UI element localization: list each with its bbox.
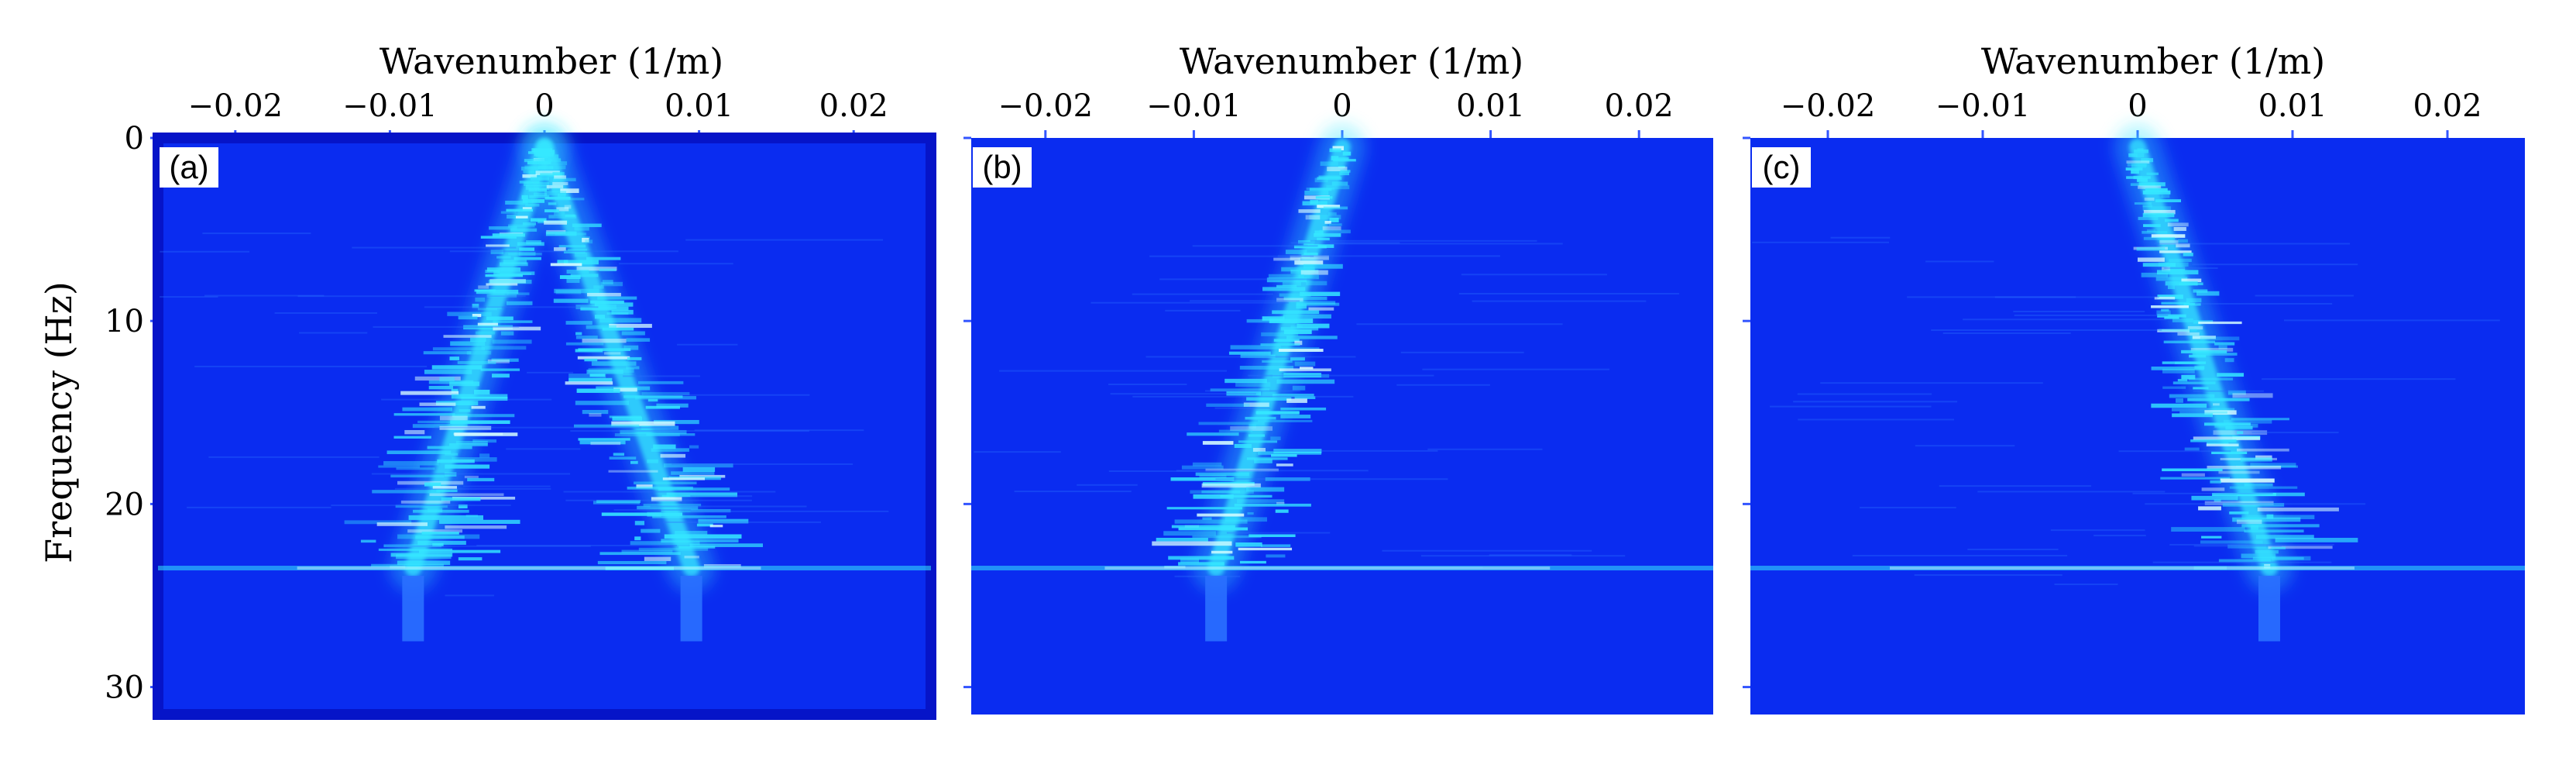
- x-tick-label-b-2: 0: [1332, 88, 1352, 124]
- x-tick-label-a-4: 0.02: [819, 88, 888, 124]
- panel-label-c: (c): [1763, 149, 1801, 185]
- x-tick-label-c-2: 0: [2128, 88, 2147, 124]
- y-ticks-c: [1743, 136, 1750, 689]
- trailing-mark-c-0: [2258, 576, 2280, 642]
- noise-lines-a: [160, 232, 889, 597]
- ridge-streaks-a-0: [344, 148, 559, 569]
- x-tick-label-a-0: −0.02: [188, 88, 283, 124]
- panel-label-box-c: [1752, 147, 1811, 188]
- y-tick-label-a-0: 0: [125, 121, 144, 157]
- x-axis-title-a: Wavenumber (1/m): [380, 40, 723, 82]
- x-ticks-a: −0.02 −0.01 0 0.01 0.02: [188, 88, 888, 138]
- x-tick-label-c-1: −0.01: [1935, 88, 2031, 124]
- x-tick-label-c-4: 0.02: [2413, 88, 2482, 124]
- x-ticks-b: −0.02 −0.01 0 0.01 0.02: [998, 88, 1674, 138]
- x-tick-label-b-1: −0.01: [1146, 88, 1242, 124]
- y-tick-label-a-2: 20: [105, 487, 144, 522]
- horizontal-line-b: [971, 566, 1713, 571]
- y-tick-label-a-1: 10: [105, 304, 144, 339]
- x-tick-label-a-2: 0: [534, 88, 554, 124]
- plot-background-c: [1750, 138, 2525, 715]
- ridge-streaks-c-0: [2125, 148, 2358, 570]
- x-axis-title-b: Wavenumber (1/m): [1180, 40, 1523, 82]
- x-tick-label-c-3: 0.01: [2258, 88, 2327, 124]
- panel-a: Wavenumber (1/m) −0.02 −0.01 0 0.01 0.02 0 10…: [105, 40, 936, 720]
- panel-label-box-a: [160, 147, 218, 188]
- x-tick-label-c-0: −0.02: [1781, 88, 1876, 124]
- y-ticks-b: [963, 136, 971, 689]
- panel-label-b: (b): [982, 149, 1022, 185]
- x-tick-label-b-0: −0.02: [998, 88, 1094, 124]
- trailing-mark-a-0: [402, 576, 424, 642]
- trailing-mark-a-1: [680, 576, 702, 642]
- horizontal-line-peak-c: [1890, 566, 2354, 570]
- trailing-mark-b-0: [1205, 576, 1228, 642]
- panel-label-a: (a): [169, 149, 208, 185]
- x-tick-label-a-1: −0.01: [342, 88, 438, 124]
- noise-lines-c: [1752, 236, 2500, 586]
- panel-label-box-b: [973, 147, 1032, 188]
- horizontal-line-a: [158, 566, 931, 571]
- ridge-core-c-0: [2129, 138, 2278, 577]
- horizontal-line-c: [1750, 566, 2525, 571]
- plot-background-a: [158, 138, 931, 715]
- horizontal-line-peak-a: [297, 566, 761, 570]
- y-tick-label-a-3: 30: [105, 670, 144, 706]
- plot-area-a: [153, 123, 936, 720]
- plot-area-b: [971, 123, 1713, 715]
- x-tick-label-a-3: 0.01: [665, 88, 733, 124]
- y-ticks-a: 0 10 20 30: [105, 121, 158, 706]
- x-ticks-c: −0.02 −0.01 0 0.01 0.02: [1781, 88, 2482, 138]
- panel-c: Wavenumber (1/m) −0.02 −0.01 0 0.01 0.02 (c): [1743, 40, 2525, 715]
- y-axis-title: Frequency (Hz): [38, 281, 80, 563]
- x-tick-label-b-3: 0.01: [1456, 88, 1525, 124]
- plot-area-c: [1750, 123, 2525, 715]
- x-tick-label-b-4: 0.02: [1605, 88, 1674, 124]
- ridge-streaks-a-1: [531, 148, 763, 570]
- ridge-core-b-0: [1207, 138, 1351, 577]
- panel-b: Wavenumber (1/m) −0.02 −0.01 0 0.01 0.02 (b): [963, 40, 1713, 715]
- x-axis-title-c: Wavenumber (1/m): [1981, 40, 2325, 82]
- plot-background-b: [971, 138, 1713, 715]
- horizontal-line-peak-b: [1104, 566, 1551, 570]
